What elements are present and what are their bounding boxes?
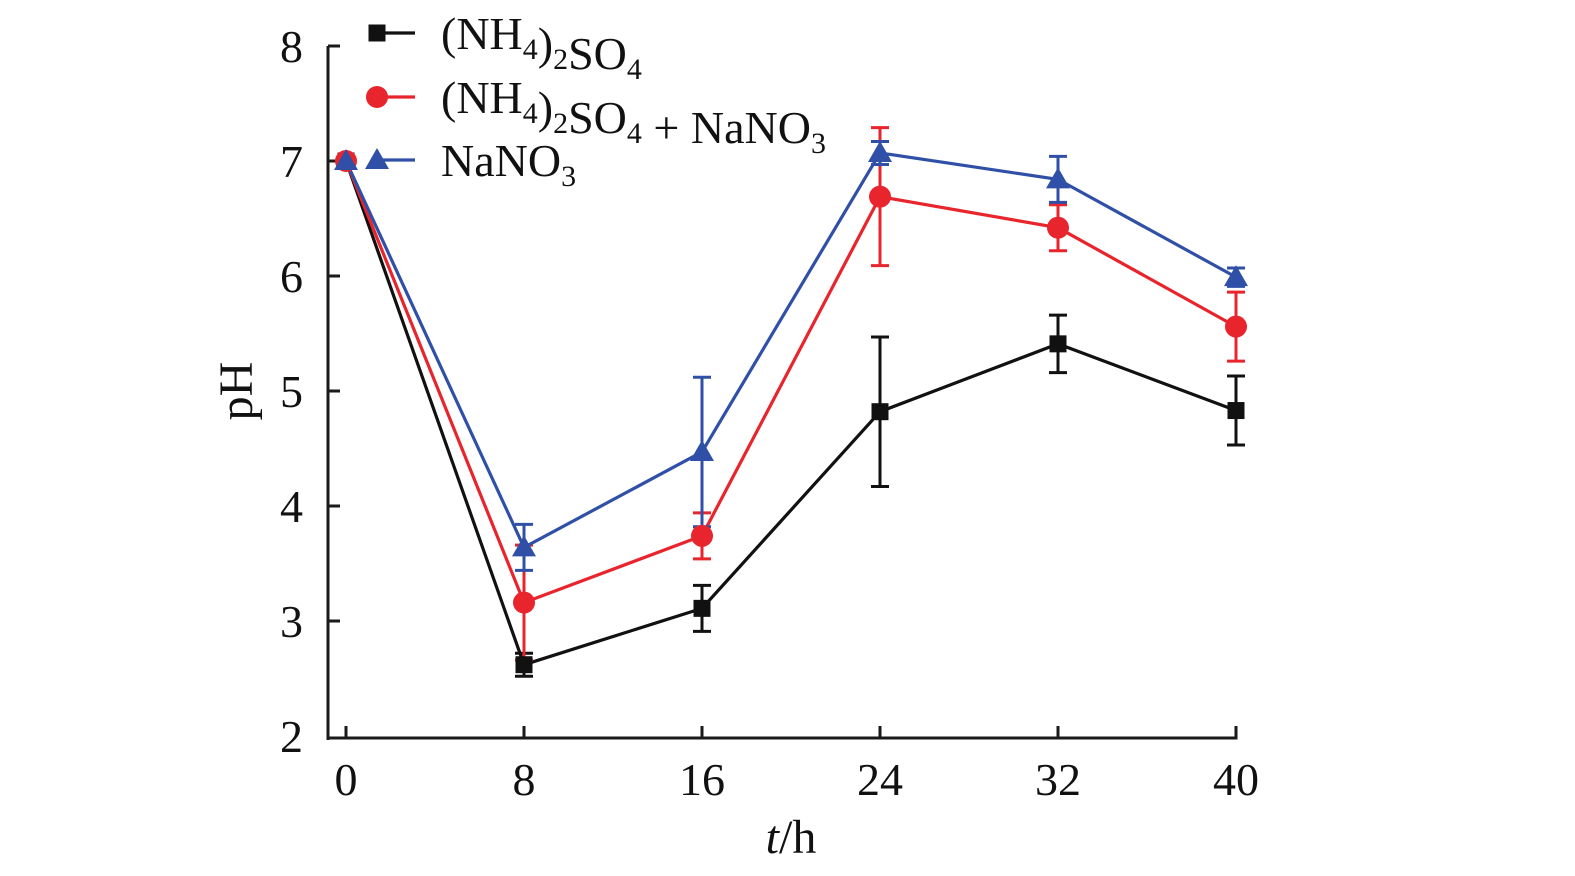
data-point [1047, 216, 1069, 239]
series-line [344, 151, 1237, 550]
legend-marker [365, 148, 389, 169]
legend-text-part: SO [568, 28, 627, 79]
data-point [512, 535, 536, 557]
legend-subscript: 3 [561, 160, 576, 193]
y-tick-label: 8 [280, 21, 303, 72]
y-tick-label: 5 [280, 366, 303, 417]
x-tick-label: 8 [513, 754, 536, 805]
legend-marker [366, 86, 388, 108]
legend-text-part: ) [538, 82, 553, 133]
data-point [690, 439, 714, 461]
data-point [513, 591, 535, 614]
y-tick-label: 4 [280, 481, 303, 532]
y-axis-label: pH [210, 362, 263, 421]
data-point [871, 403, 889, 421]
legend-text-part: (NH [441, 72, 523, 123]
legend-label: (NH4)2SO4 [441, 8, 642, 86]
data-point [1225, 315, 1247, 338]
x-axis-label: t/h [766, 811, 817, 864]
data-point [334, 149, 358, 170]
y-tick-label: 2 [280, 711, 303, 762]
legend-text-part: + NaNO [642, 102, 811, 153]
data-point [869, 185, 891, 208]
y-tick-label: 6 [280, 251, 303, 302]
legend-item-nano3: NaNO3 [365, 135, 576, 193]
legend-text-part: ) [538, 18, 553, 69]
markers-nh4-2so4 [337, 152, 1245, 674]
legend-subscript: 3 [811, 127, 826, 160]
markers-nh4-2so4-nano3 [335, 150, 1247, 614]
series-line [344, 160, 1237, 667]
x-tick-label: 16 [679, 754, 725, 805]
legend-text-part: NaNO [441, 135, 561, 186]
series-layer [334, 126, 1248, 678]
data-point [691, 524, 713, 547]
y-tick-label: 7 [280, 136, 303, 187]
x-tick-label: 24 [857, 754, 903, 805]
markers-nano3 [334, 140, 1248, 557]
data-point [693, 599, 711, 617]
data-point [1227, 402, 1245, 420]
data-point [515, 656, 533, 674]
legend-text-part: SO [568, 92, 627, 143]
legend-label: (NH4)2SO4 + NaNO3 [441, 72, 826, 160]
y-tick-label: 3 [280, 596, 303, 647]
legend-subscript: 2 [553, 107, 568, 140]
series-nh4-2so4 [344, 160, 1245, 678]
legend-item-nh4-2so4-nano3: (NH4)2SO4 + NaNO3 [366, 72, 826, 160]
data-point [1224, 265, 1248, 287]
data-point [1046, 167, 1070, 189]
legend-label: NaNO3 [441, 135, 576, 193]
x-axis-label-unit: /h [779, 811, 816, 864]
data-point [1049, 335, 1067, 353]
legend-subscript: 4 [627, 53, 642, 86]
x-tick-label: 0 [335, 754, 358, 805]
series-line [344, 160, 1237, 605]
legend-subscript: 4 [523, 33, 538, 66]
series-nano3 [344, 139, 1245, 572]
legend-text-part: (NH [441, 8, 523, 59]
legend-subscript: 4 [627, 117, 642, 150]
data-point [868, 140, 892, 162]
x-axis-label-variable: t [766, 811, 781, 864]
x-tick-label: 32 [1035, 754, 1081, 805]
x-tick-label: 40 [1213, 754, 1259, 805]
legend-subscript: 2 [553, 43, 568, 76]
legend-marker [368, 24, 386, 42]
legend-subscript: 4 [523, 97, 538, 130]
legend-item-nh4-2so4: (NH4)2SO4 [368, 8, 642, 86]
